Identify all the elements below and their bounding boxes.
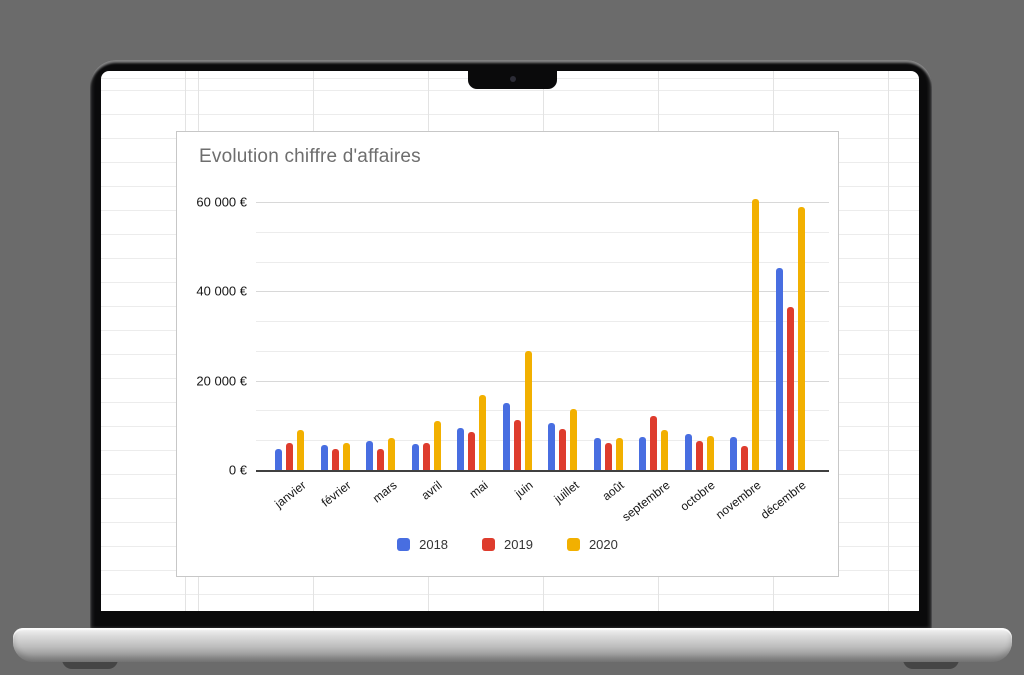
bar-2019-janvier (286, 443, 293, 470)
x-tick-label-juillet: juillet (550, 478, 582, 506)
gridline (256, 261, 829, 263)
bar-2020-novembre (752, 199, 759, 470)
x-tick-label-novembre: novembre (712, 478, 764, 522)
x-tick-label-octobre: octobre (677, 478, 718, 514)
laptop-base (13, 628, 1012, 662)
bar-group-août (593, 438, 623, 470)
y-tick-label: 20 000 € (196, 373, 247, 389)
bar-2020-avril (433, 421, 441, 470)
bar-2018-août (593, 438, 601, 470)
gridline (256, 440, 829, 442)
x-tick-label-mars: mars (369, 478, 400, 506)
gridline (256, 202, 829, 203)
bar-2019-juillet (559, 429, 566, 470)
legend-item-2019: 2019 (482, 537, 533, 552)
gridline (256, 321, 829, 323)
bar-2020-février (342, 443, 350, 470)
x-tick-label-avril: avril (418, 478, 445, 503)
chart-legend: 2018 2019 2020 (177, 537, 838, 552)
bar-2020-mai (479, 395, 486, 470)
bar-2019-octobre (695, 441, 703, 470)
bar-2020-septembre (661, 430, 668, 470)
bar-group-janvier (275, 430, 304, 470)
bar-2018-juin (502, 403, 510, 470)
spreadsheet-canvas[interactable]: Evolution chiffre d'affaires 0 € 20 000 €… (101, 71, 919, 611)
bar-2020-juin (524, 351, 532, 470)
bar-2019-avril (422, 443, 430, 470)
x-tick-label-août: août (599, 478, 627, 504)
bar-2019-mai (468, 432, 475, 470)
bar-2019-juin (513, 420, 521, 470)
camera-icon (509, 76, 516, 82)
bar-2018-mars (366, 441, 373, 470)
bar-group-décembre (775, 207, 805, 470)
bar-2020-janvier (297, 430, 304, 470)
bar-2018-juillet (548, 423, 555, 470)
gridline (256, 350, 829, 352)
legend-label: 2019 (504, 537, 533, 552)
legend-swatch-icon (482, 538, 496, 551)
bar-group-avril (411, 421, 441, 470)
gridline (256, 380, 829, 382)
bar-2018-mai (457, 428, 464, 470)
bar-group-septembre (639, 416, 668, 470)
bar-2019-décembre (786, 307, 794, 470)
laptop-lid: Evolution chiffre d'affaires 0 € 20 000 €… (90, 60, 932, 628)
bar-2019-mars (377, 449, 384, 470)
webcam-notch (468, 71, 557, 89)
bar-2020-mars (388, 438, 395, 470)
chart-card[interactable]: Evolution chiffre d'affaires 0 € 20 000 €… (176, 131, 839, 577)
y-tick-label: 40 000 € (196, 283, 247, 299)
bar-2019-août (604, 443, 612, 470)
bar-2020-juillet (570, 409, 577, 470)
bar-2018-avril (411, 444, 419, 470)
x-tick-label-septembre: septembre (618, 478, 673, 524)
bar-2019-septembre (650, 416, 657, 470)
bar-2020-octobre (706, 436, 714, 470)
bar-2018-janvier (275, 449, 282, 470)
legend-label: 2018 (419, 537, 449, 552)
bar-2018-octobre (684, 434, 692, 470)
x-tick-label-janvier: janvier (271, 478, 309, 511)
x-axis-baseline (256, 470, 829, 472)
bar-2019-février (331, 449, 339, 470)
gridline (256, 291, 829, 293)
legend-label: 2020 (588, 537, 618, 552)
gridline (256, 231, 829, 233)
bar-2018-décembre (775, 268, 783, 470)
plot-area: 0 € 20 000 € 40 000 € 60 000 € janvier févrie… (196, 195, 829, 524)
y-tick-label: 0 € (228, 462, 247, 478)
bar-group-juillet (548, 409, 577, 470)
bar-group-octobre (684, 434, 714, 470)
x-tick-label-juin: juin (512, 478, 536, 501)
x-tick-label-février: février (318, 478, 354, 510)
legend-item-2018: 2018 (397, 537, 448, 552)
y-tick-label: 60 000 € (196, 194, 247, 210)
x-tick-label-mai: mai (466, 478, 491, 501)
legend-swatch-icon (566, 538, 580, 551)
bar-group-février (320, 443, 350, 470)
bar-2018-septembre (639, 437, 646, 470)
bar-2018-février (320, 445, 328, 470)
x-tick-label-décembre: décembre (757, 478, 809, 522)
bar-group-mai (457, 395, 486, 470)
gridline (256, 410, 829, 412)
legend-item-2020: 2020 (566, 537, 618, 552)
chart-title: Evolution chiffre d'affaires (199, 146, 421, 167)
bar-2019-novembre (741, 446, 748, 470)
legend-swatch-icon (397, 538, 411, 551)
bar-2018-novembre (730, 437, 737, 470)
bar-group-mars (366, 438, 395, 470)
bar-2020-août (615, 438, 623, 470)
bar-2020-décembre (797, 207, 805, 470)
bar-group-novembre (730, 199, 759, 470)
bar-group-juin (502, 351, 532, 470)
